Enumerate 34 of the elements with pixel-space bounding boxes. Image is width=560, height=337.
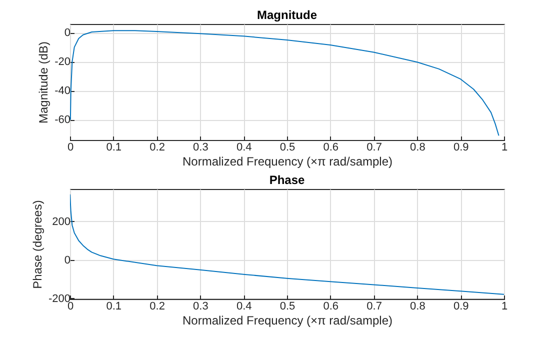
x-tick-label: 0.5 <box>280 300 296 312</box>
x-tick-label: 0.6 <box>323 300 339 312</box>
x-tick-label: 0.4 <box>236 142 252 154</box>
y-tick-label: -60 <box>54 114 70 126</box>
x-axis-title: Normalized Frequency (×π rad/sample) <box>182 154 393 168</box>
x-tick-label: 0.1 <box>106 142 122 154</box>
x-axis-title: Normalized Frequency (×π rad/sample) <box>182 314 393 328</box>
y-tick-label: -40 <box>54 85 70 98</box>
x-tick-label: 0.7 <box>366 142 382 154</box>
x-tick-label: 0.8 <box>410 300 426 312</box>
x-tick-label: 0.9 <box>453 300 469 312</box>
x-tick-label: 0.3 <box>193 142 208 154</box>
x-tick-label: 0.9 <box>453 142 469 154</box>
x-tick-label: 0.3 <box>193 300 208 312</box>
chart-title: Magnitude <box>257 8 318 22</box>
y-tick-label: -20 <box>54 56 70 68</box>
y-tick-label: 0 <box>64 27 70 40</box>
x-tick-label: 0.1 <box>106 300 122 312</box>
x-tick-label: 1 <box>501 142 508 154</box>
line-series <box>70 30 500 136</box>
y-axis-title: Phase (degrees) <box>30 200 44 289</box>
x-tick-label: 0.6 <box>323 142 339 154</box>
y-tick-label: 200 <box>52 216 70 228</box>
x-tick-label: 1 <box>501 300 508 312</box>
x-tick-label: 0.5 <box>280 142 296 154</box>
x-tick-label: 0.2 <box>150 300 165 312</box>
line-series <box>70 194 504 295</box>
y-axis-title: Magnitude (dB) <box>36 41 51 124</box>
chart-title: Phase <box>269 173 305 187</box>
x-tick-label: 0.7 <box>366 300 382 312</box>
x-tick-label: 0.8 <box>410 142 426 154</box>
x-tick-label: 0.4 <box>236 300 252 312</box>
y-tick-label: 0 <box>64 254 70 266</box>
x-tick-label: 0.2 <box>150 142 165 154</box>
